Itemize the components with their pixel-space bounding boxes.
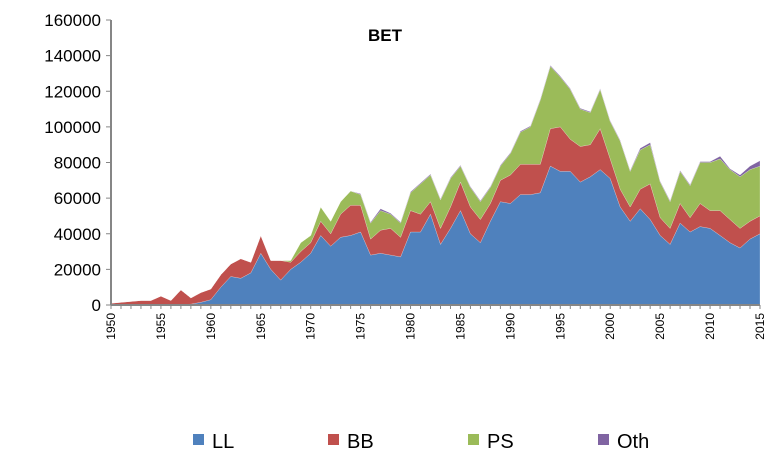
y-tick-label: 60000 — [54, 189, 101, 208]
x-tick-label: 1995 — [553, 313, 567, 340]
legend-label-bb: BB — [347, 431, 374, 453]
chart-title: BET — [368, 26, 403, 45]
y-tick-label: 0 — [92, 296, 101, 315]
x-tick-label: 1975 — [354, 313, 368, 340]
x-tick-label: 1985 — [453, 313, 467, 340]
legend: LL BB PS Oth — [193, 431, 649, 453]
y-tick-label: 40000 — [54, 225, 101, 244]
y-tick-label: 120000 — [44, 82, 101, 101]
y-tick-label: 80000 — [54, 154, 101, 173]
x-tick-label: 1955 — [154, 313, 168, 340]
series-areas — [110, 65, 761, 306]
x-tick-label: 1960 — [204, 313, 218, 340]
x-tick-label: 1980 — [404, 313, 418, 340]
y-tick-label: 140000 — [44, 47, 101, 66]
axes: 0 20000 40000 60000 80000 100000 120000 140000 1… — [44, 11, 767, 340]
legend-label-oth: Oth — [617, 431, 649, 453]
x-tick-label: 2005 — [653, 313, 667, 340]
legend-swatch-oth — [598, 434, 609, 445]
x-tick-label: 1965 — [254, 313, 268, 340]
area-oth — [110, 65, 761, 304]
x-tick-label: 1970 — [304, 313, 318, 340]
legend-label-ll: LL — [212, 431, 234, 453]
legend-swatch-ps — [468, 434, 479, 445]
x-tick-label: 1950 — [104, 313, 118, 340]
legend-swatch-bb — [328, 434, 339, 445]
x-tick-label: 2000 — [603, 313, 617, 340]
legend-swatch-ll — [193, 434, 204, 445]
y-tick-label: 20000 — [54, 260, 101, 279]
y-tick-label: 160000 — [44, 11, 101, 30]
x-tick-label: 1990 — [503, 313, 517, 340]
x-tick-label: 2010 — [703, 313, 717, 340]
legend-label-ps: PS — [487, 431, 514, 453]
y-tick-label: 100000 — [44, 118, 101, 137]
x-tick-label: 2015 — [753, 313, 767, 340]
